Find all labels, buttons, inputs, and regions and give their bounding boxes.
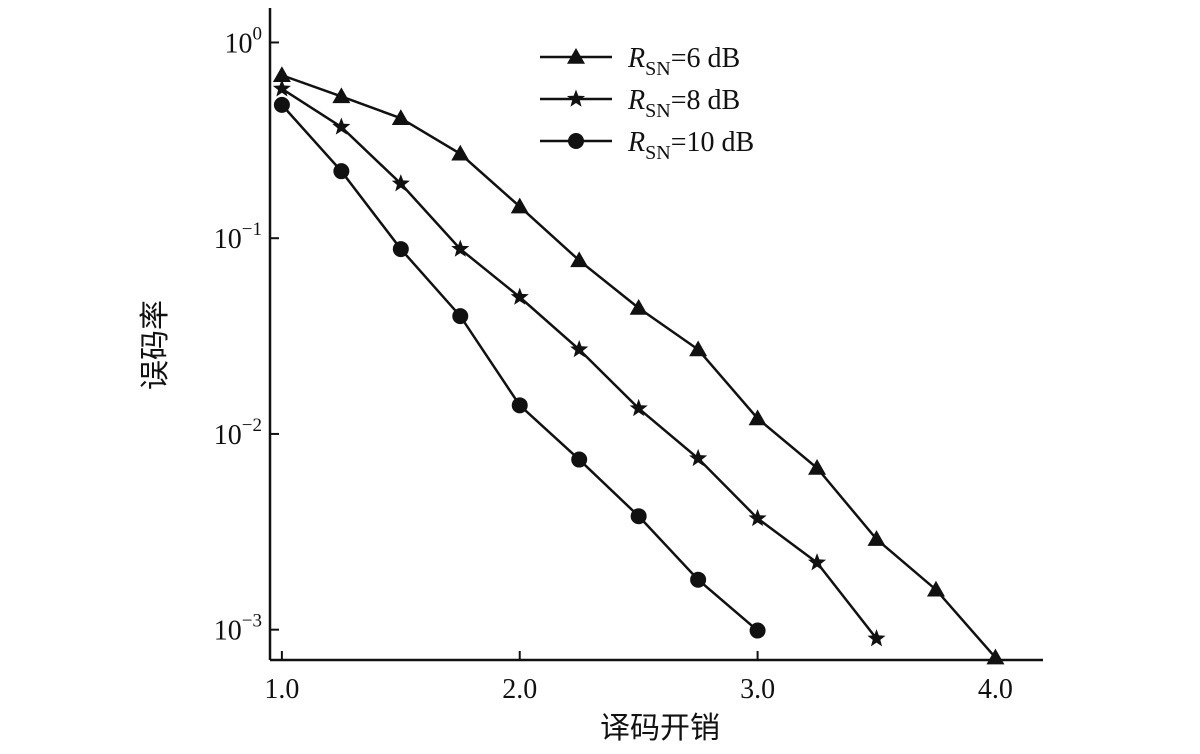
y-tick-exponent: −2 xyxy=(242,415,262,436)
legend-label-subscript: SN xyxy=(645,58,671,80)
series-line xyxy=(281,87,878,640)
data-point-circle xyxy=(630,508,647,525)
data-point-star xyxy=(689,448,708,467)
series-line xyxy=(281,74,997,659)
legend-marker-star xyxy=(566,89,586,107)
x-axis-title: 译码开销 xyxy=(600,711,720,746)
y-tick-base: 10 xyxy=(225,28,253,59)
data-point-triangle xyxy=(808,458,827,475)
legend-label-value: =8 dB xyxy=(671,85,740,116)
data-point-star xyxy=(748,508,767,527)
y-tick-exponent: −1 xyxy=(242,219,262,240)
data-point-star xyxy=(570,340,589,358)
legend-label: RSN=6 dB xyxy=(627,43,740,80)
data-point-star xyxy=(332,117,351,135)
data-point-triangle xyxy=(986,648,1005,665)
data-point-star xyxy=(391,174,410,192)
data-point-triangle xyxy=(748,409,767,426)
y-tick-base: 10 xyxy=(214,616,242,647)
series-star xyxy=(272,79,886,647)
data-point-triangle xyxy=(451,144,470,161)
data-point-triangle xyxy=(391,109,410,126)
data-point-triangle xyxy=(510,197,529,214)
data-point-triangle xyxy=(272,66,291,83)
y-tick-label: 10−3 xyxy=(214,611,262,647)
legend-label-subscript: SN xyxy=(645,142,671,164)
y-tick-base: 10 xyxy=(214,420,242,451)
data-point-circle xyxy=(452,308,469,325)
data-point-star xyxy=(867,629,886,647)
legend-label-value: =6 dB xyxy=(671,43,740,74)
data-point-circle xyxy=(690,571,707,588)
legend-label: RSN=8 dB xyxy=(627,85,740,122)
data-point-circle xyxy=(392,241,409,258)
data-point-star xyxy=(272,79,291,97)
y-tick-exponent: −3 xyxy=(242,611,262,632)
y-tick-label: 10−2 xyxy=(214,415,262,451)
legend-marker-triangle xyxy=(567,48,585,64)
data-point-triangle xyxy=(867,530,886,546)
data-point-triangle xyxy=(629,298,648,315)
legend-item: RSN=6 dB xyxy=(540,43,740,80)
data-point-circle xyxy=(749,622,766,639)
data-point-star xyxy=(451,239,470,257)
legend-label-symbol: R xyxy=(627,43,645,74)
legend-item: RSN=8 dB xyxy=(540,85,740,122)
data-point-star xyxy=(510,287,529,305)
series-triangle xyxy=(272,66,1005,665)
data-point-triangle xyxy=(570,251,589,268)
data-point-circle xyxy=(273,96,290,113)
legend-label-value: =10 dB xyxy=(671,127,754,158)
series-group xyxy=(272,66,1005,665)
y-tick-label: 10−1 xyxy=(214,219,262,255)
data-point-circle xyxy=(511,397,528,414)
y-tick-label: 100 xyxy=(225,23,263,59)
y-tick-base: 10 xyxy=(214,224,242,255)
legend-label-subscript: SN xyxy=(645,100,671,122)
data-point-circle xyxy=(571,451,588,468)
data-point-circle xyxy=(333,163,350,180)
legend-item: RSN=10 dB xyxy=(540,127,754,164)
data-point-triangle xyxy=(332,87,351,104)
data-point-triangle xyxy=(926,580,945,597)
series-circle xyxy=(273,96,766,639)
data-point-star xyxy=(629,398,648,417)
y-tick-exponent: 0 xyxy=(253,23,263,44)
y-axis-title: 误码率 xyxy=(138,300,173,390)
legend-marker-circle xyxy=(568,133,584,149)
legend-label: RSN=10 dB xyxy=(627,127,754,164)
x-tick-label: 4.0 xyxy=(978,674,1013,705)
x-tick-label: 3.0 xyxy=(740,674,775,705)
data-point-triangle xyxy=(689,340,708,357)
series-line xyxy=(280,104,759,632)
legend-label-symbol: R xyxy=(627,85,645,116)
data-point-star xyxy=(808,553,827,571)
x-tick-label: 1.0 xyxy=(264,674,299,705)
x-tick-label: 2.0 xyxy=(502,674,537,705)
legend-label-symbol: R xyxy=(627,127,645,158)
